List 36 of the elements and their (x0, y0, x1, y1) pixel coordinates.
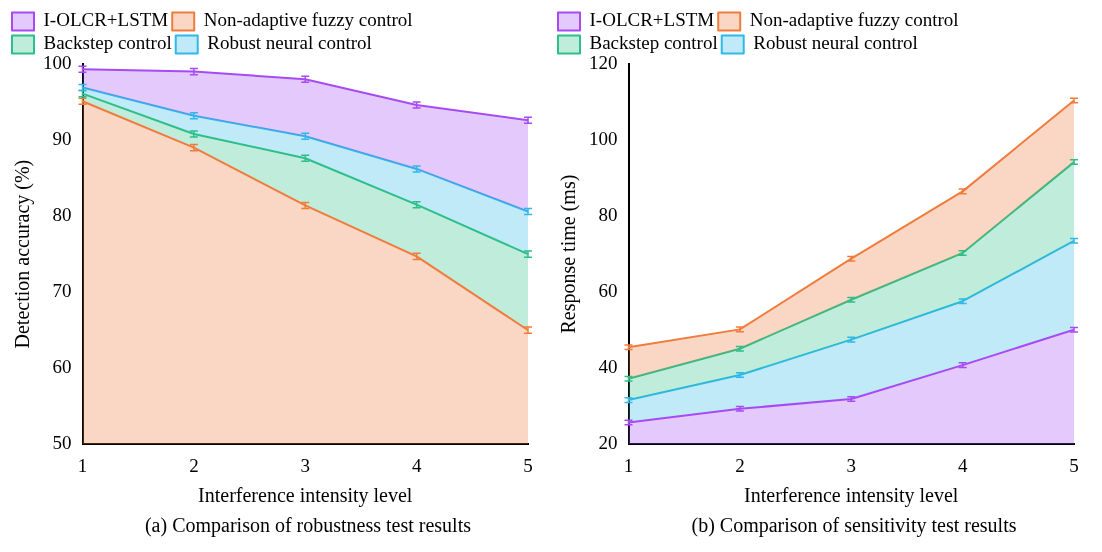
legend-label: Backstep control (589, 32, 718, 54)
x-tick-label: 5 (523, 454, 533, 476)
x-tick-label: 5 (1069, 454, 1079, 476)
x-tick-label: 1 (77, 454, 88, 476)
text: (a) Comparison of robustness test results (143, 513, 473, 537)
x-tick-label: 3 (300, 454, 310, 476)
text: (b) Comparison of sensitivity test results (690, 513, 1018, 537)
y-tick-label: 40 (598, 356, 618, 378)
y-axis-title: Response time (ms) (557, 174, 581, 334)
y-tick-label: 80 (52, 204, 72, 226)
x-tick-label: 2 (189, 454, 199, 476)
x-tick-label: 2 (735, 454, 745, 476)
y-tick-label: 90 (52, 128, 72, 150)
y-axis-title: Detection accuracy (%) (11, 159, 35, 349)
y-tick-label: 70 (52, 280, 72, 302)
y-tick-label: 100 (43, 51, 72, 73)
legend-label: I-OLCR+LSTM (589, 9, 715, 31)
y-tick-label: 60 (52, 356, 72, 378)
y-tick-label: 100 (589, 128, 618, 150)
x-tick-label: 3 (846, 454, 856, 476)
x-tick-label: 4 (411, 454, 422, 476)
legend-label: Backstep control (43, 32, 172, 54)
legend-label: Non-adaptive fuzzy control (203, 9, 413, 31)
legend-label: Non-adaptive fuzzy control (749, 9, 959, 31)
x-axis-title: Interference intensity level (198, 484, 413, 508)
y-tick-label: 120 (589, 51, 618, 73)
y-tick-label: 20 (598, 432, 618, 454)
legend-label: Robust neural control (753, 32, 918, 54)
x-tick-label: 4 (957, 454, 968, 476)
x-tick-label: 1 (623, 454, 634, 476)
y-tick-label: 80 (598, 204, 618, 226)
x-axis-title: Interference intensity level (744, 484, 959, 508)
y-tick-label: 60 (598, 280, 618, 302)
y-tick-label: 50 (52, 432, 72, 454)
legend-label: Robust neural control (207, 32, 372, 54)
legend-label: I-OLCR+LSTM (43, 9, 169, 31)
